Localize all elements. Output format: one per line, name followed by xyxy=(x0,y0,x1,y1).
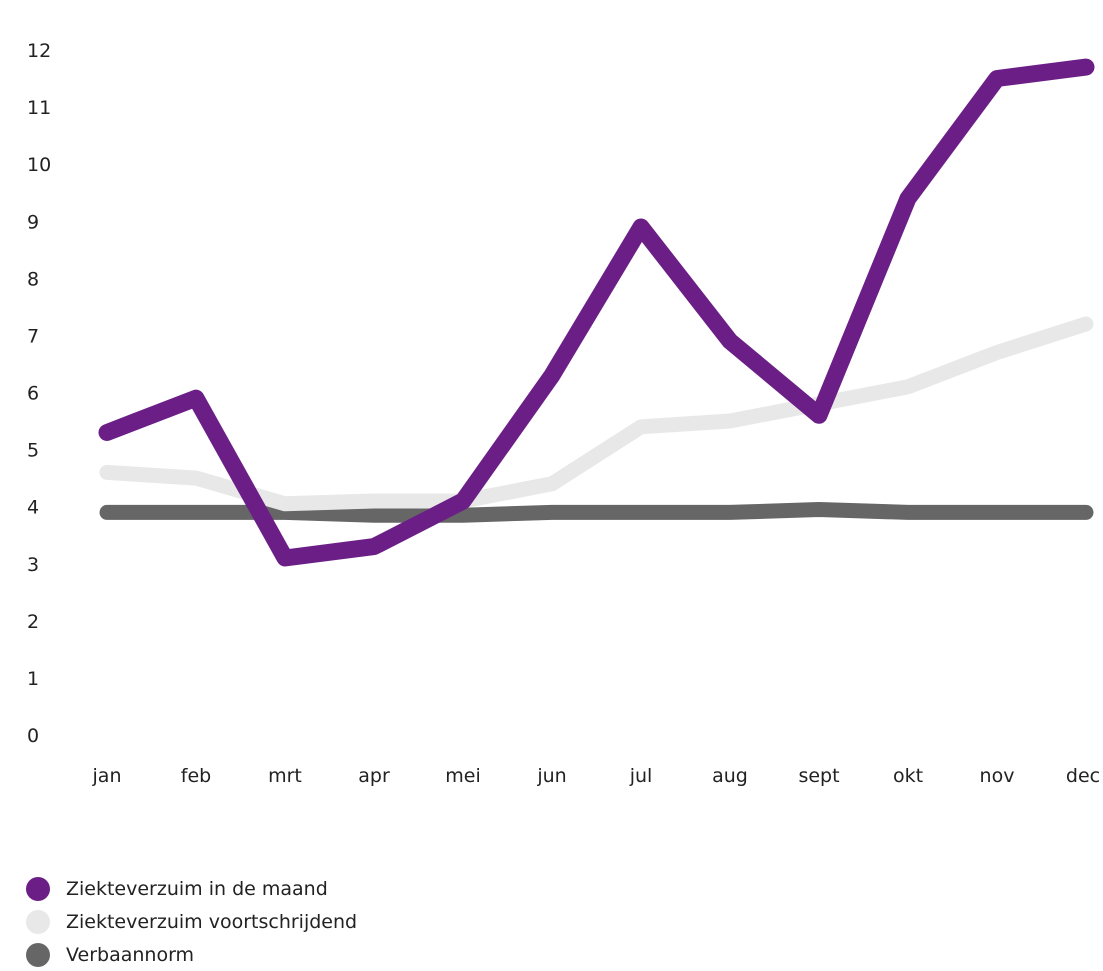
legend-swatch-rolling xyxy=(26,909,50,934)
x-tick-label: nov xyxy=(980,765,1015,787)
x-tick-label: apr xyxy=(358,765,390,787)
y-tick-label: 8 xyxy=(27,268,39,290)
x-tick-label: feb xyxy=(181,765,211,787)
legend-label-monthly: Ziekteverzuim in de maand xyxy=(66,877,328,900)
legend-item-monthly: Ziekteverzuim in de maand xyxy=(26,872,357,905)
series-line-monthly xyxy=(98,58,1095,567)
y-tick-label: 7 xyxy=(27,325,39,347)
y-tick-label: 1 xyxy=(27,668,39,690)
legend-label-norm: Verbaannorm xyxy=(66,943,195,966)
x-tick-label: jul xyxy=(629,765,653,787)
legend-swatch-norm xyxy=(26,942,50,967)
legend-swatch-monthly xyxy=(26,876,50,901)
series-lines xyxy=(98,58,1095,567)
legend-label-rolling: Ziekteverzuim voortschrijdend xyxy=(66,910,358,933)
x-tick-label: okt xyxy=(893,765,923,787)
y-tick-label: 6 xyxy=(27,383,39,405)
x-tick-label: mrt xyxy=(268,765,302,787)
y-tick-label: 0 xyxy=(27,725,39,747)
y-tick-label: 9 xyxy=(27,211,39,233)
legend: Ziekteverzuim in de maand Ziekteverzuim … xyxy=(26,872,357,971)
legend-item-norm: Verbaannorm xyxy=(26,938,357,971)
x-tick-label: sept xyxy=(798,765,839,787)
y-tick-label: 11 xyxy=(27,97,51,119)
legend-item-rolling: Ziekteverzuim voortschrijdend xyxy=(26,905,357,938)
y-tick-label: 4 xyxy=(27,497,39,519)
series-line-rolling xyxy=(99,316,1094,512)
x-tick-label: aug xyxy=(712,765,748,787)
y-tick-label: 12 xyxy=(27,40,51,62)
series-line-norm xyxy=(99,502,1094,523)
y-tick-label: 3 xyxy=(27,554,39,576)
x-tick-label: mei xyxy=(445,765,480,787)
x-tick-label: dec xyxy=(1066,765,1100,787)
x-tick-label: jan xyxy=(92,765,122,787)
y-tick-label: 10 xyxy=(27,154,51,176)
y-tick-label: 2 xyxy=(27,611,39,633)
x-tick-label: jun xyxy=(536,765,566,787)
x-axis-ticks: jan feb mrt apr mei jun jul aug sept okt nov dec xyxy=(92,765,1101,787)
y-tick-label: 5 xyxy=(27,440,39,462)
